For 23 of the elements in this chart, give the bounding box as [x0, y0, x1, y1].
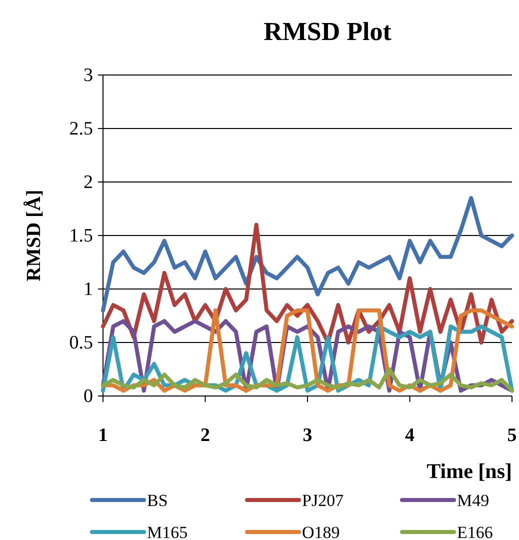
y-tick-label: 2: [84, 172, 93, 193]
y-tick-label: 1.5: [69, 226, 93, 246]
legend-label: M165: [147, 523, 188, 540]
legend-label: O189: [302, 523, 340, 540]
y-tick-label: 1: [84, 279, 93, 300]
x-tick-label: 5: [507, 425, 517, 446]
line-series: [101, 196, 514, 312]
chart-title: RMSD Plot: [264, 17, 392, 46]
y-tick-label: 0: [84, 386, 93, 407]
legend-label: E166: [457, 523, 493, 540]
y-tick-label: 2.5: [69, 118, 93, 140]
x-axis-title: Time [ns]: [426, 459, 512, 483]
y-axis-title: RMSD [Å]: [23, 190, 45, 282]
legend-label: PJ207: [302, 491, 344, 510]
legend-label: BS: [147, 491, 168, 510]
x-tick-label: 1: [98, 425, 108, 446]
x-tick-label: 2: [200, 425, 210, 446]
x-tick-label: 3: [302, 425, 312, 446]
y-tick-label: 3: [84, 65, 93, 86]
legend-label: M49: [457, 491, 490, 510]
x-tick-label: 4: [405, 425, 415, 446]
line-series: [101, 367, 514, 393]
y-tick-label: 0.5: [69, 332, 93, 354]
